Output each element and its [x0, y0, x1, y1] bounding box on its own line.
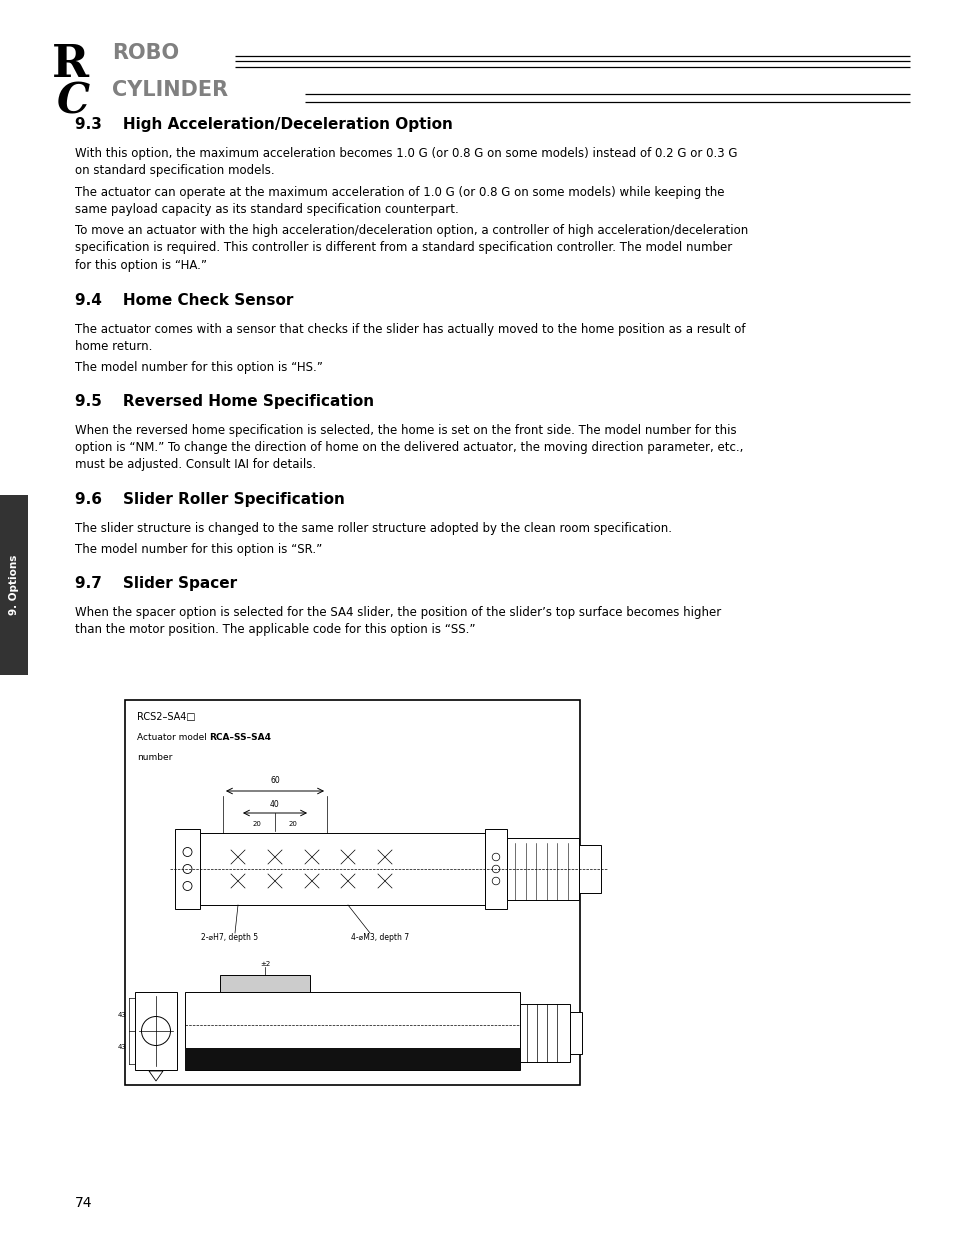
Polygon shape — [149, 1071, 163, 1081]
Text: 2-⌀H7, depth 5: 2-⌀H7, depth 5 — [201, 932, 258, 942]
Text: 4-⌀M3, depth 7: 4-⌀M3, depth 7 — [351, 932, 409, 942]
Text: The actuator comes with a sensor that checks if the slider has actually moved to: The actuator comes with a sensor that ch… — [75, 322, 744, 353]
Text: The actuator can operate at the maximum acceleration of 1.0 G (or 0.8 G on some : The actuator can operate at the maximum … — [75, 185, 723, 216]
Text: 9.7    Slider Spacer: 9.7 Slider Spacer — [75, 576, 237, 592]
Bar — [200, 832, 484, 905]
Text: CYLINDER: CYLINDER — [112, 80, 228, 100]
Bar — [174, 829, 200, 909]
Text: 43: 43 — [118, 1044, 127, 1050]
Text: C: C — [57, 80, 90, 122]
Text: When the reversed home specification is selected, the home is set on the front s: When the reversed home specification is … — [75, 424, 742, 472]
Text: 9.6    Slider Roller Specification: 9.6 Slider Roller Specification — [75, 493, 345, 508]
Bar — [0, 495, 28, 676]
Text: ±2: ±2 — [259, 961, 270, 967]
Text: 9.5    Reversed Home Specification: 9.5 Reversed Home Specification — [75, 394, 374, 409]
Bar — [185, 992, 519, 1070]
Text: 9.3    High Acceleration/Deceleration Option: 9.3 High Acceleration/Deceleration Optio… — [75, 117, 453, 132]
Bar — [578, 845, 600, 893]
Text: 74: 74 — [75, 1195, 92, 1210]
Text: R: R — [52, 43, 89, 86]
Bar — [484, 829, 506, 909]
Text: 9. Options: 9. Options — [9, 555, 19, 615]
Bar — [135, 992, 177, 1070]
Text: 20: 20 — [288, 821, 297, 827]
Bar — [220, 974, 310, 992]
Text: With this option, the maximum acceleration becomes 1.0 G (or 0.8 G on some model: With this option, the maximum accelerati… — [75, 147, 737, 177]
Text: The slider structure is changed to the same roller structure adopted by the clea: The slider structure is changed to the s… — [75, 522, 671, 536]
Bar — [125, 700, 579, 1086]
Text: RCA–SS–SA4: RCA–SS–SA4 — [209, 734, 271, 742]
Bar — [569, 1011, 581, 1055]
Text: 43: 43 — [118, 1013, 127, 1019]
Text: RCS2–SA4□: RCS2–SA4□ — [137, 713, 195, 722]
Bar — [506, 839, 578, 900]
Text: number: number — [137, 753, 172, 762]
Text: The model number for this option is “SR.”: The model number for this option is “SR.… — [75, 543, 322, 556]
Text: 60: 60 — [270, 776, 279, 785]
Text: Actuator model: Actuator model — [137, 734, 210, 742]
Text: The model number for this option is “HS.”: The model number for this option is “HS.… — [75, 361, 322, 374]
Text: ROBO: ROBO — [112, 43, 179, 63]
Text: 9.4    Home Check Sensor: 9.4 Home Check Sensor — [75, 293, 294, 308]
Text: 40: 40 — [270, 800, 279, 809]
Text: 20: 20 — [253, 821, 261, 827]
Text: When the spacer option is selected for the SA4 slider, the position of the slide: When the spacer option is selected for t… — [75, 606, 720, 636]
Bar — [519, 1004, 569, 1062]
Text: To move an actuator with the high acceleration/deceleration option, a controller: To move an actuator with the high accele… — [75, 225, 747, 272]
Bar — [185, 1049, 519, 1070]
